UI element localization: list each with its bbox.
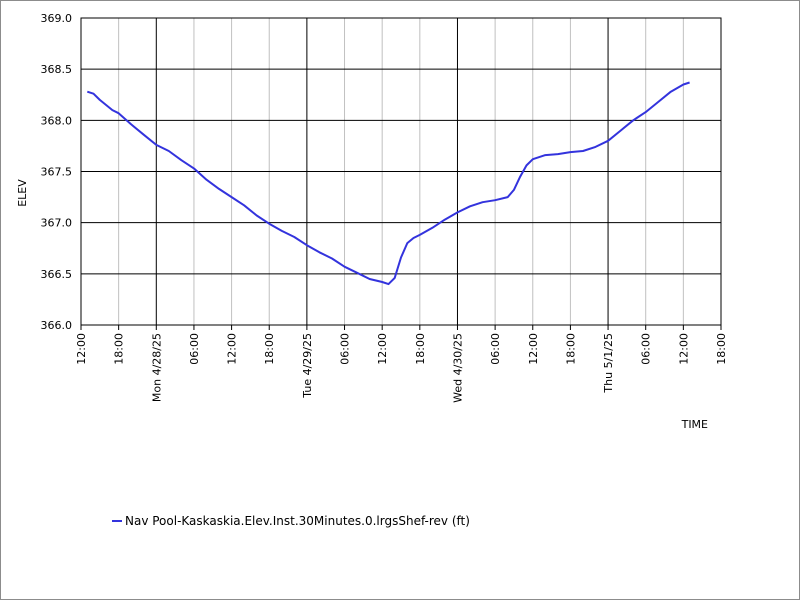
x-tick-label: 12:00 <box>376 333 389 365</box>
x-tick-label: 06:00 <box>489 333 502 365</box>
y-tick-label: 366.0 <box>41 319 73 332</box>
series-line <box>86 81 690 286</box>
y-tick-label: 369.0 <box>41 12 73 25</box>
x-tick-label: 12:00 <box>527 333 540 365</box>
x-tick-label: Thu 5/1/25 <box>602 333 615 394</box>
x-tick-label: 12:00 <box>226 333 239 365</box>
x-tick-label: 18:00 <box>113 333 126 365</box>
y-tick-label: 366.5 <box>41 268 73 281</box>
x-tick-label: 18:00 <box>414 333 427 365</box>
y-tick-label: 367.0 <box>41 217 73 230</box>
legend: Nav Pool-Kaskaskia.Elev.Inst.30Minutes.0… <box>112 514 470 528</box>
series-layer <box>86 81 690 286</box>
x-tick-label: Wed 4/30/25 <box>451 333 464 403</box>
x-tick-label: Mon 4/28/25 <box>150 333 163 402</box>
x-tick-label: 06:00 <box>339 333 352 365</box>
legend-swatch <box>112 520 122 522</box>
x-tick-label: 18:00 <box>715 333 728 365</box>
x-tick-label: 06:00 <box>188 333 201 365</box>
x-tick-label: 18:00 <box>263 333 276 365</box>
x-tick-label: Tue 4/29/25 <box>301 333 314 399</box>
x-tick-label: 06:00 <box>640 333 653 365</box>
y-axis-title: ELEV <box>16 179 29 207</box>
y-tick-label: 368.0 <box>41 114 73 127</box>
plot-area-border <box>80 17 722 326</box>
x-axis-tick-labels: 12:00 18:00 Mon 4/28/25 06:00 12:00 18:00 Tue … <box>75 325 728 403</box>
x-tick-label: 12:00 <box>677 333 690 365</box>
x-tick-label: 12:00 <box>75 333 88 365</box>
legend-label: Nav Pool-Kaskaskia.Elev.Inst.30Minutes.0… <box>125 514 470 528</box>
y-tick-label: 367.5 <box>41 166 73 179</box>
horizontal-gridlines <box>81 17 721 326</box>
y-axis-tick-labels: 369.0 368.5 368.0 367.5 367.0 366.5 366.0 <box>41 12 73 332</box>
y-tick-label: 368.5 <box>41 63 73 76</box>
x-tick-label: 18:00 <box>564 333 577 365</box>
x-axis-title: TIME <box>681 418 708 431</box>
